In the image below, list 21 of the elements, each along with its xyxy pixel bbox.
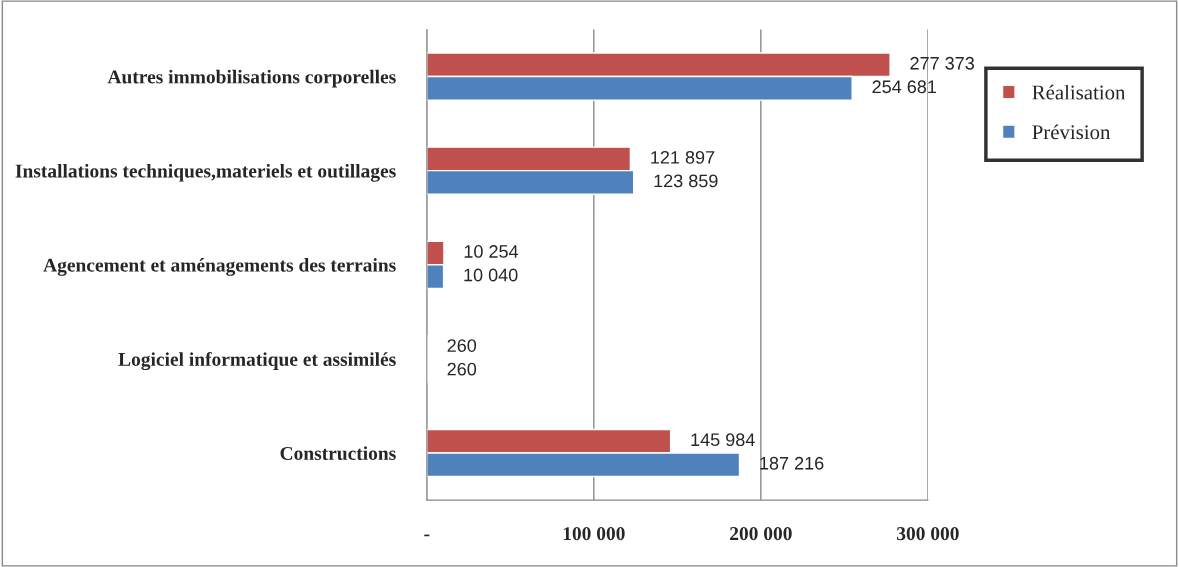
data-label: 123 859	[654, 174, 718, 188]
data-label: 277 373	[910, 56, 974, 70]
y-tick-label: Agencement et aménagements des terrains	[43, 258, 396, 276]
y-tick-label: Logiciel informatique et assimilés	[118, 352, 396, 371]
y-tick-label: Autres immobilisations corporelles	[107, 69, 396, 88]
data-label: 10 254	[464, 245, 519, 258]
y-tick-label: Installations techniques,materiels et outillages	[15, 163, 396, 182]
data-label: 187 216	[760, 456, 824, 470]
data-label: 145 984	[691, 433, 755, 447]
data-label: 260	[447, 339, 477, 352]
data-label: 254 681	[872, 80, 937, 94]
data-label: 260	[447, 362, 477, 376]
x-tick-label: 200 000	[730, 527, 792, 541]
x-tick-label: 100 000	[563, 527, 625, 541]
x-tick-label: -	[424, 534, 430, 537]
legend-label: Réalisation	[1032, 84, 1126, 100]
y-tick-label: Constructions	[280, 446, 396, 461]
legend-label: Prévision	[1032, 124, 1111, 140]
data-label: 121 897	[651, 150, 715, 164]
data-label: 10 040	[464, 268, 518, 282]
x-tick-label: 300 000	[897, 527, 959, 541]
